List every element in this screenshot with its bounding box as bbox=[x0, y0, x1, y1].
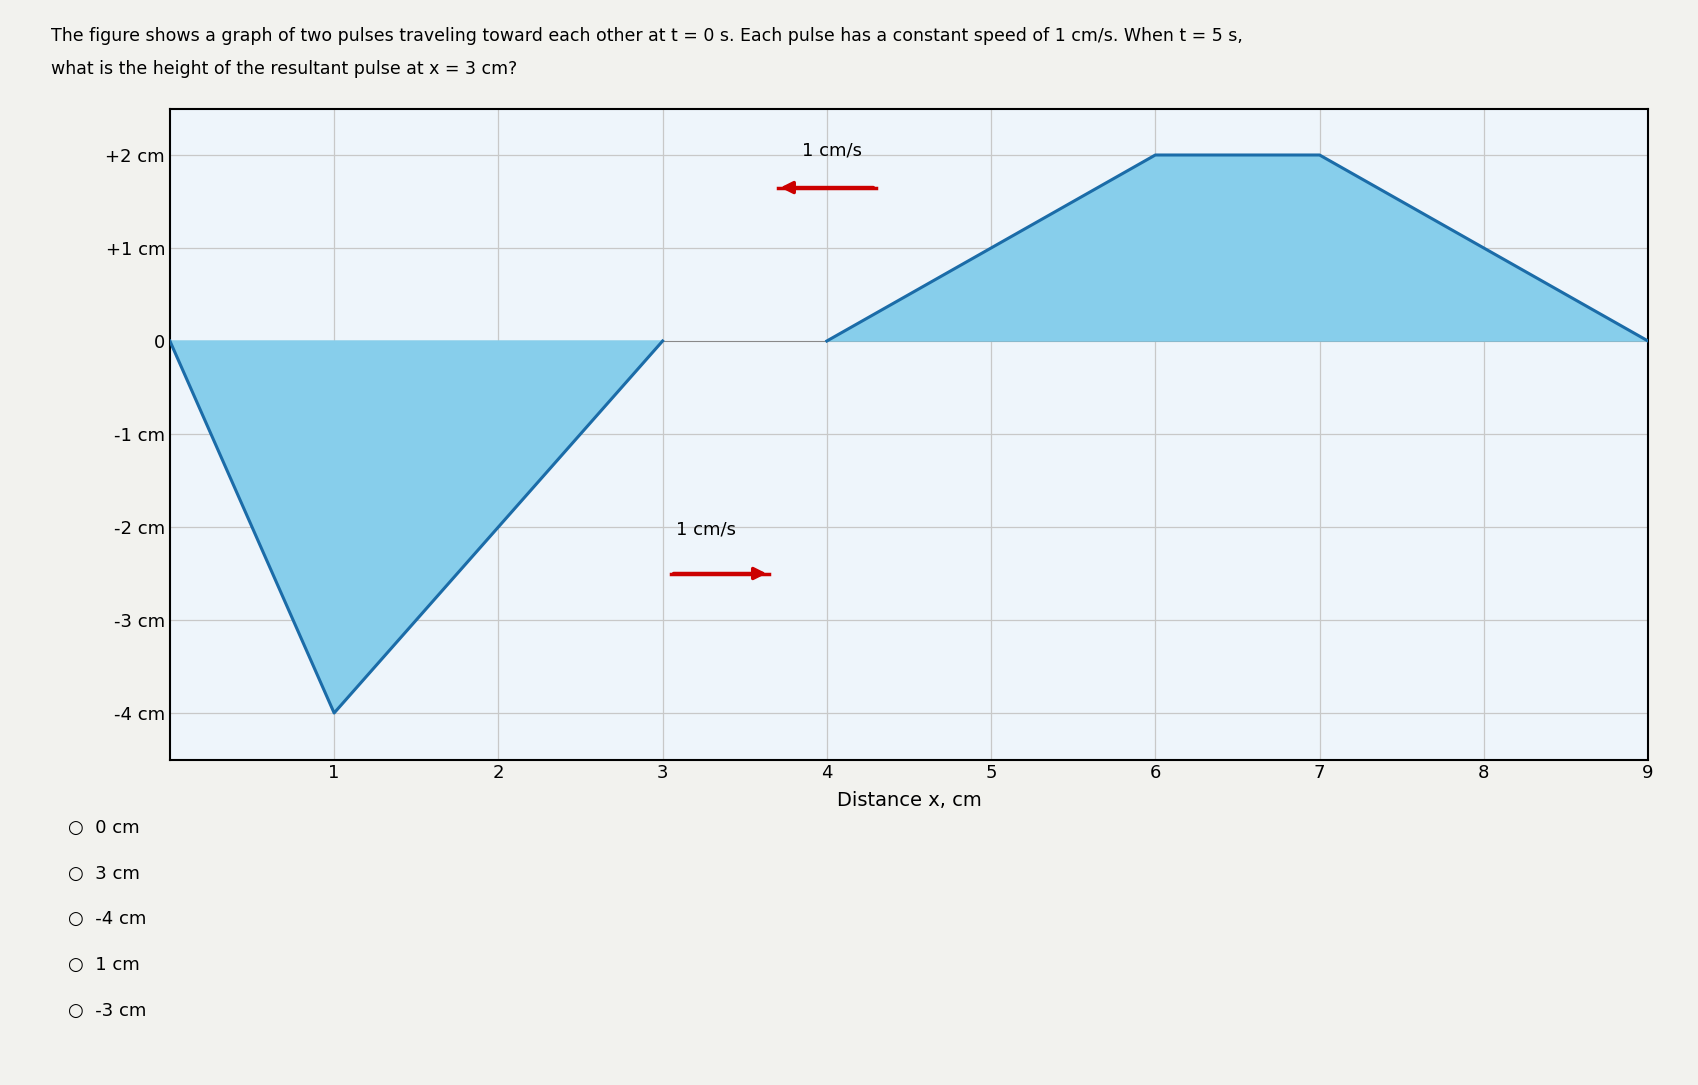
Text: ○  -4 cm: ○ -4 cm bbox=[68, 910, 146, 929]
Polygon shape bbox=[827, 155, 1647, 341]
X-axis label: Distance x, cm: Distance x, cm bbox=[835, 791, 981, 809]
Text: ○  1 cm: ○ 1 cm bbox=[68, 956, 139, 974]
Text: 1 cm/s: 1 cm/s bbox=[801, 141, 861, 159]
Text: The figure shows a graph of two pulses traveling toward each other at t = 0 s. E: The figure shows a graph of two pulses t… bbox=[51, 27, 1243, 46]
Text: ○  0 cm: ○ 0 cm bbox=[68, 819, 139, 838]
Polygon shape bbox=[170, 341, 662, 713]
Text: ○  -3 cm: ○ -3 cm bbox=[68, 1001, 146, 1020]
Text: ○  3 cm: ○ 3 cm bbox=[68, 865, 139, 883]
Text: what is the height of the resultant pulse at x = 3 cm?: what is the height of the resultant puls… bbox=[51, 60, 516, 78]
Text: 1 cm/s: 1 cm/s bbox=[676, 521, 735, 538]
